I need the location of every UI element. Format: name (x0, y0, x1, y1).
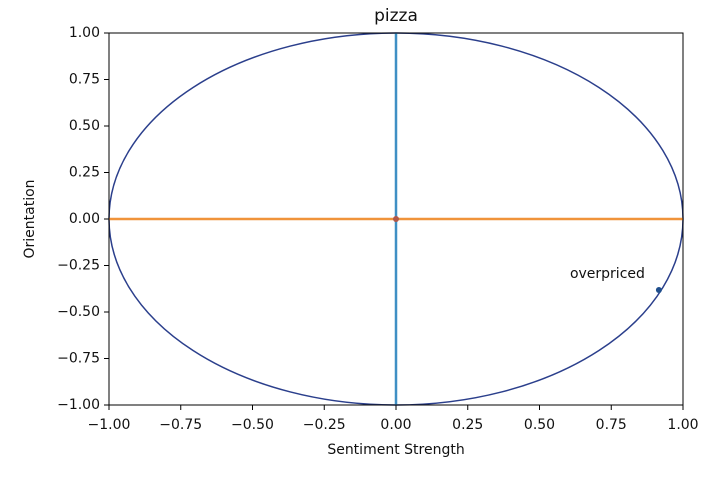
chart-title: pizza (374, 6, 418, 26)
y-tick-label: 0.00 (69, 211, 100, 227)
y-axis-label: Orientation (22, 179, 38, 258)
point (393, 216, 399, 222)
x-tick-label: −0.75 (159, 417, 202, 433)
x-tick-label: 0.75 (596, 417, 627, 433)
y-tick-label: −0.75 (57, 351, 100, 367)
y-tick-label: 0.25 (69, 165, 100, 181)
plot-frame (108, 32, 684, 406)
y-tick-label: 0.75 (69, 72, 100, 88)
x-axis-label: Sentiment Strength (327, 442, 464, 458)
y-tick-label: −1.00 (57, 397, 100, 413)
x-tick-label: −0.25 (303, 417, 346, 433)
y-tick-label: −0.25 (57, 258, 100, 274)
y-tick-label: 1.00 (69, 25, 100, 41)
x-tick-label: −1.00 (88, 417, 131, 433)
x-tick-label: 0.50 (524, 417, 555, 433)
point (655, 287, 662, 294)
y-tick-label: 0.50 (69, 118, 100, 134)
x-tick-label: 0.25 (452, 417, 483, 433)
x-tick-label: 1.00 (667, 417, 698, 433)
y-tick-label: −0.50 (57, 304, 100, 320)
x-tick-label: −0.50 (231, 417, 274, 433)
point-label: overpriced (570, 266, 645, 282)
x-tick-label: 0.00 (380, 417, 411, 433)
